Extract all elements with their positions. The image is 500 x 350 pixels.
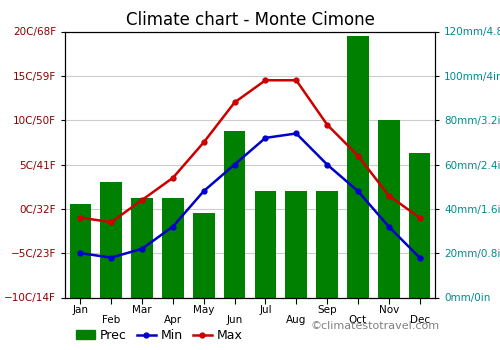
Bar [409,153,430,298]
Text: Feb: Feb [102,315,120,325]
Bar [224,131,246,298]
Bar [132,198,153,298]
Title: Climate chart - Monte Cimone: Climate chart - Monte Cimone [126,10,374,29]
Text: Mar: Mar [132,304,152,315]
Text: Jan: Jan [72,304,88,315]
Bar [254,191,276,298]
Text: Jun: Jun [226,315,242,325]
Text: Jul: Jul [259,304,272,315]
Text: Aug: Aug [286,315,306,325]
Bar [70,204,91,298]
Bar [162,198,184,298]
Text: Oct: Oct [349,315,367,325]
Bar [316,191,338,298]
Text: May: May [193,304,214,315]
Text: Apr: Apr [164,315,182,325]
Text: Sep: Sep [318,304,337,315]
Text: ©climatestotravel.com: ©climatestotravel.com [310,321,439,331]
Bar [286,191,307,298]
Bar [347,36,368,298]
Bar [100,182,122,298]
Text: Dec: Dec [410,315,430,325]
Bar [193,213,214,298]
Text: Nov: Nov [378,304,399,315]
Legend: Prec, Min, Max: Prec, Min, Max [72,324,248,347]
Bar [378,120,400,298]
